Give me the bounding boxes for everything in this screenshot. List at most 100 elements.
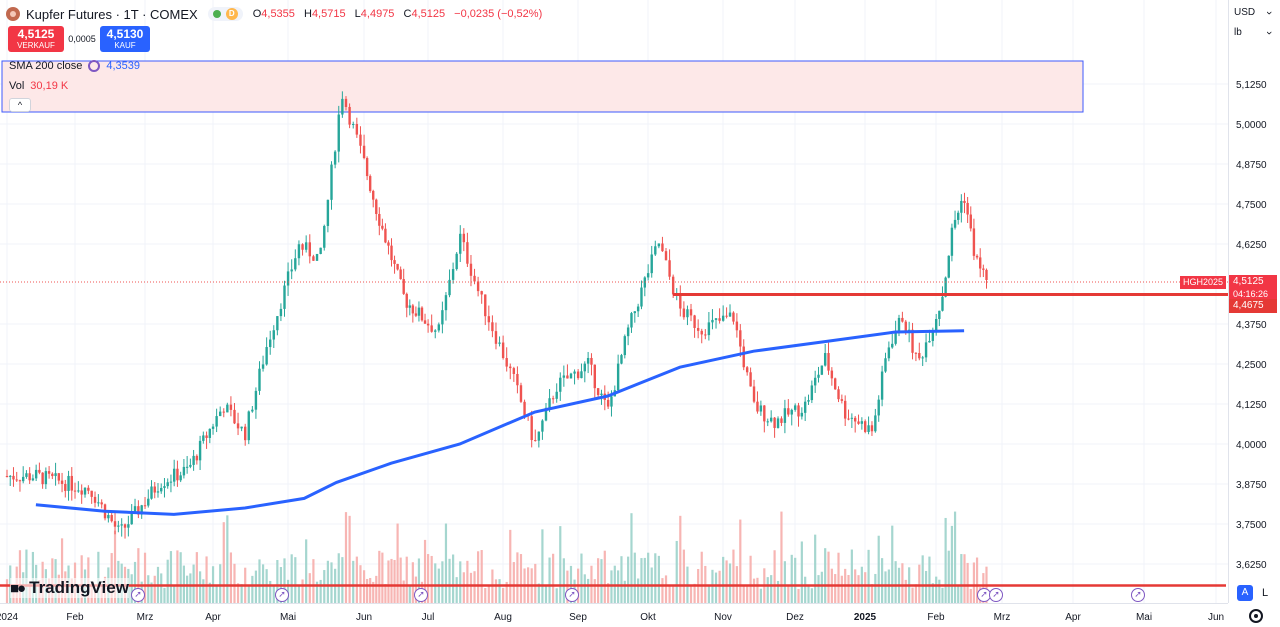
- log-scale-button[interactable]: L: [1261, 587, 1269, 599]
- volume-bar: [236, 583, 240, 604]
- candle-body: [904, 321, 907, 332]
- volume-bar: [969, 588, 972, 604]
- candle-body: [960, 200, 963, 213]
- candle-body: [393, 260, 396, 264]
- candle-body: [172, 468, 176, 482]
- volume-bar: [226, 515, 229, 604]
- time-tick-label: Sep: [569, 612, 587, 623]
- candle-body: [166, 482, 169, 487]
- volume-bar: [587, 578, 590, 604]
- volume-bar: [312, 559, 315, 604]
- candle-body: [671, 276, 675, 295]
- volume-bar: [654, 553, 657, 604]
- candle-body: [551, 398, 555, 400]
- volume-indicator-legend[interactable]: Vol 30,19 K: [9, 80, 68, 92]
- candle-body: [261, 364, 265, 369]
- collapse-legend-button[interactable]: ^: [9, 98, 31, 112]
- candle-body: [297, 244, 301, 259]
- candle-body: [355, 123, 359, 135]
- candle-body: [408, 305, 411, 308]
- volume-bar: [402, 580, 405, 604]
- volume-bar: [668, 584, 671, 604]
- event-marker-icon[interactable]: ➚: [565, 588, 579, 602]
- volume-bar: [375, 575, 378, 604]
- candle-body: [877, 399, 880, 416]
- candle-body: [160, 487, 163, 492]
- candle-body: [867, 425, 870, 432]
- candle-body: [423, 320, 427, 324]
- candle-body: [176, 468, 179, 481]
- candle-body: [569, 373, 573, 379]
- volume-bar: [423, 539, 427, 604]
- candle-body: [857, 421, 860, 424]
- volume-bar: [947, 550, 950, 604]
- volume-bar: [583, 574, 586, 604]
- candle-body: [372, 190, 375, 200]
- candle-body: [773, 417, 776, 428]
- volume-bar: [640, 558, 643, 604]
- event-marker-icon[interactable]: ➚: [275, 588, 289, 602]
- event-marker-icon[interactable]: ➚: [414, 588, 428, 602]
- volume-bar: [130, 574, 133, 604]
- candle-body: [630, 313, 633, 328]
- event-marker-icon[interactable]: ➚: [1131, 588, 1145, 602]
- volume-bar: [541, 529, 544, 604]
- candle-body: [934, 318, 938, 331]
- time-tick-label: Feb: [66, 612, 84, 623]
- candle-body: [704, 334, 707, 336]
- candle-body: [229, 404, 233, 410]
- symbol-title[interactable]: Kupfer Futures · 1T · COMEX: [26, 6, 198, 22]
- volume-bar: [657, 555, 660, 604]
- auto-scale-button[interactable]: A: [1237, 585, 1253, 601]
- volume-bar: [372, 581, 375, 604]
- candle-body: [215, 416, 218, 427]
- candle-body: [469, 263, 473, 276]
- price-tick-label: 3,7500: [1236, 520, 1267, 531]
- candle-body: [661, 243, 664, 252]
- candle-body: [319, 247, 322, 254]
- volume-bar: [519, 554, 523, 604]
- volume-bar: [393, 559, 396, 604]
- volume-bar: [746, 586, 749, 604]
- candle-body: [606, 399, 610, 407]
- candle-body: [711, 319, 714, 323]
- unit-selector[interactable]: lb: [1229, 24, 1277, 42]
- volume-bar: [444, 523, 448, 604]
- volume-bar: [452, 554, 455, 604]
- volume-bar: [502, 587, 505, 604]
- candle-body: [679, 293, 682, 309]
- event-marker-icon[interactable]: ➚: [989, 588, 1003, 602]
- candle-body: [840, 399, 844, 401]
- chevron-up-icon: ^: [17, 100, 23, 110]
- currency-selector[interactable]: USD: [1229, 4, 1277, 22]
- volume-bar: [787, 586, 790, 604]
- sma-indicator-legend[interactable]: SMA 200 close 4,3539: [9, 60, 140, 72]
- volume-bar: [682, 549, 685, 604]
- gear-icon[interactable]: [1249, 609, 1263, 623]
- candle-body: [813, 377, 817, 386]
- candle-body: [143, 505, 147, 507]
- candle-body: [290, 269, 293, 272]
- candle-body: [534, 440, 537, 442]
- candle-body: [390, 245, 393, 261]
- volume-bar: [544, 584, 548, 604]
- volume-bar: [396, 523, 399, 604]
- market-status[interactable]: D: [207, 7, 243, 21]
- candle-body: [682, 308, 686, 318]
- event-marker-icon[interactable]: ➚: [131, 588, 145, 602]
- volume-bar: [147, 575, 150, 604]
- volume-bar: [607, 583, 610, 604]
- candle-body: [979, 257, 982, 269]
- candle-body: [113, 521, 117, 527]
- candle-body: [664, 251, 668, 261]
- sell-button[interactable]: 4,5125 VERKAUF: [8, 26, 64, 52]
- volume-bar: [847, 574, 850, 604]
- buy-button[interactable]: 4,5130 KAUF: [100, 26, 150, 52]
- volume-bar: [251, 575, 254, 604]
- candle-body: [966, 202, 969, 215]
- volume-bar: [911, 587, 914, 604]
- candle-body: [399, 269, 402, 280]
- candle-body: [368, 176, 372, 191]
- tradingview-logo[interactable]: ■● TradingView: [10, 578, 129, 598]
